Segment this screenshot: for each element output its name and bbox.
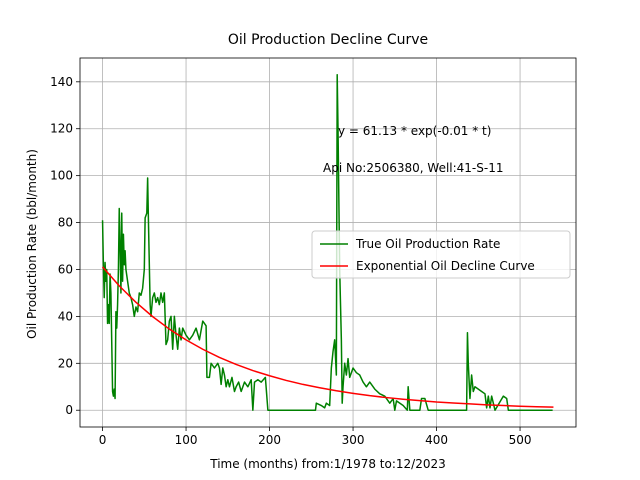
x-tick-label: 200 [258,433,281,447]
legend-box [311,230,571,279]
x-tick-label: 100 [175,433,198,447]
y-axis-label: Oil Production Rate (bbl/month) [25,149,39,339]
y-tick-label: 40 [58,309,73,323]
legend-label: True Oil Production Rate [355,237,500,251]
plot-frame [79,57,577,428]
annotation: Api No:2506380, Well:41-S-11 [323,161,503,175]
series-line [101,266,554,408]
annotation: y = 61.13 * exp(-0.01 * t) [338,124,491,138]
x-tick-label: 400 [425,433,448,447]
y-tick-label: 120 [50,122,73,136]
y-tick-label: 80 [58,216,73,230]
legend: True Oil Production Rate Exponential Oil … [311,230,571,279]
y-tick-label: 140 [50,75,73,89]
y-tick-label: 100 [50,169,73,183]
series-line [101,74,553,411]
y-tick-label: 0 [65,403,73,417]
y-tick-label: 20 [58,356,73,370]
x-tick-label: 0 [99,433,107,447]
chart-title: Oil Production Decline Curve [228,32,428,48]
legend-label: Exponential Oil Decline Curve [356,259,535,273]
x-tick-label: 500 [509,433,532,447]
x-tick-label: 300 [342,433,365,447]
y-tick-label: 60 [58,262,73,276]
x-axis-label: Time (months) from:1/1978 to:12/2023 [209,457,446,471]
